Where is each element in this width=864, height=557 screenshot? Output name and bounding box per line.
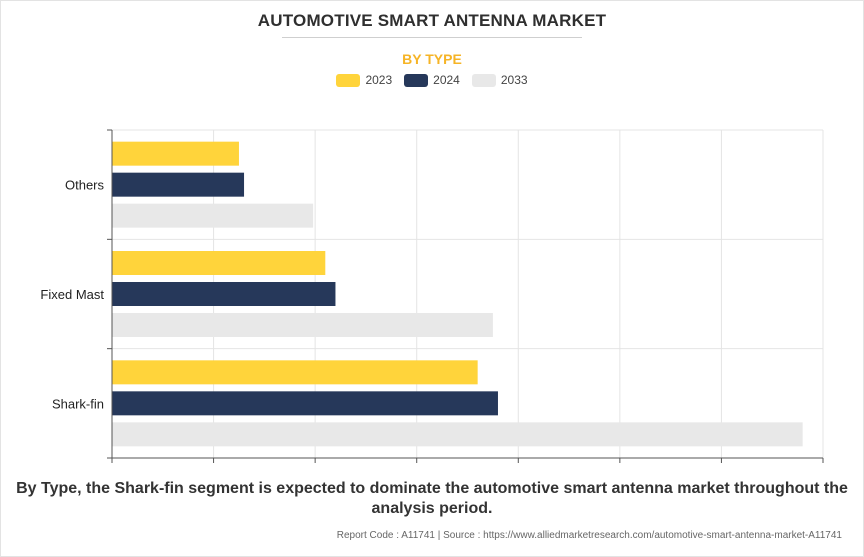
bar-2033-shark-fin (112, 422, 803, 447)
bar-2024-fixed-mast (112, 282, 336, 306)
legend-item-2033[interactable]: 2033 (471, 73, 528, 87)
y-tick-label: Fixed Mast (40, 287, 104, 302)
legend-item-2024[interactable]: 2024 (404, 73, 460, 87)
legend-item-2023[interactable]: 2023 (336, 73, 392, 87)
legend-swatch-2024 (404, 73, 429, 87)
source-footer: Report Code : A11741 | Source : https://… (336, 530, 842, 541)
title-divider (282, 37, 582, 38)
bar-2033-fixed-mast (112, 313, 493, 337)
chart-subtitle: BY TYPE (402, 51, 462, 67)
bar-2024-others (112, 172, 245, 197)
bar-2023-fixed-mast (112, 251, 326, 275)
bar-2033-others (112, 203, 314, 228)
chart-caption: By Type, the Shark-fin segment is expect… (16, 480, 848, 517)
bar-chart: Others Fixed Mast Shark-fin (40, 129, 824, 463)
legend-swatch-2033 (471, 73, 496, 87)
legend-swatch-2023 (336, 73, 361, 87)
bar-2023-others (112, 141, 239, 166)
legend-label-2033: 2033 (500, 73, 528, 87)
y-tick-label: Shark-fin (52, 396, 104, 411)
legend-label-2024: 2024 (433, 73, 460, 87)
bar-2023-shark-fin (112, 360, 478, 385)
bar-2024-shark-fin (112, 391, 498, 416)
legend-label-2023: 2023 (365, 73, 393, 87)
y-tick-label: Others (65, 178, 105, 193)
legend: 2023 2024 2033 (0, 73, 864, 87)
chart-title: AUTOMOTIVE SMART ANTENNA MARKET (257, 11, 607, 30)
